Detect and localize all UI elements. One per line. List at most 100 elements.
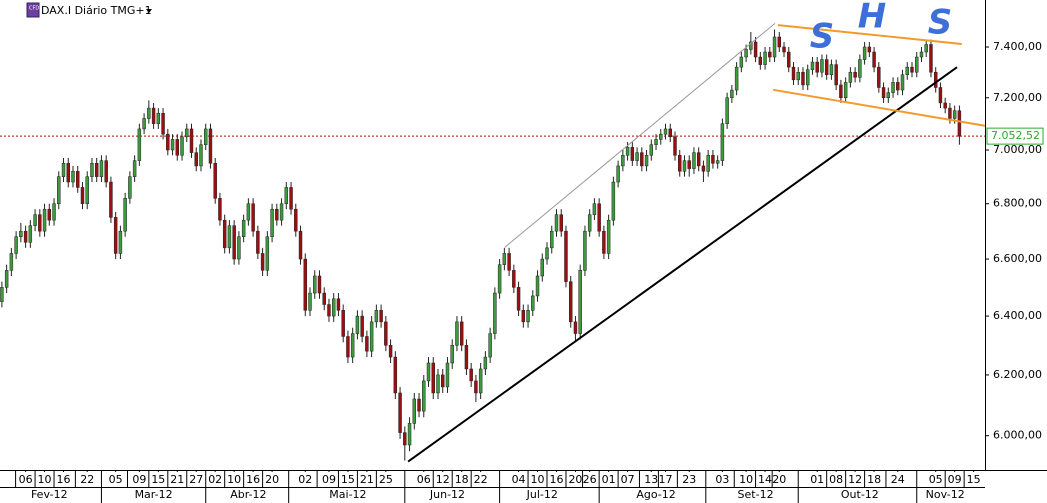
month-label: Jun-12	[429, 488, 465, 501]
candle-body	[877, 66, 881, 88]
month-label: Abr-12	[230, 488, 266, 501]
candle-body	[725, 97, 729, 124]
x-tick-label: 10	[227, 473, 241, 486]
candle-body	[388, 345, 393, 358]
candle-body	[687, 160, 691, 169]
candle-body	[919, 51, 924, 58]
candle-body	[915, 56, 919, 73]
candle-body	[365, 336, 369, 352]
month-label: Nov-12	[926, 488, 965, 501]
candle-body	[715, 160, 720, 164]
candle-body	[66, 163, 70, 183]
candle-body	[678, 155, 682, 172]
candle-body	[137, 128, 142, 161]
candle-body	[23, 230, 28, 243]
candle-body	[531, 295, 535, 311]
candle-body	[213, 163, 217, 199]
candle-body	[308, 292, 312, 311]
x-tick-label: 09	[322, 473, 336, 486]
y-tick-label: 6.800,00	[993, 197, 1042, 210]
candle-body	[621, 155, 625, 167]
candle-body	[331, 298, 336, 317]
candle-body	[185, 128, 189, 138]
candle-body	[862, 46, 867, 60]
trend-line	[504, 22, 776, 248]
pattern-annotation: H	[858, 0, 886, 37]
candle-body	[943, 102, 947, 109]
candle-body	[284, 187, 289, 204]
candle-body	[858, 59, 862, 78]
candle-body	[810, 61, 815, 70]
candle-body	[630, 147, 635, 161]
candle-body	[71, 171, 75, 183]
month-label: Fev-12	[31, 488, 68, 501]
candle-body	[227, 225, 232, 249]
candle-body	[417, 398, 421, 412]
candle-body	[298, 230, 303, 260]
candle-body	[175, 139, 180, 156]
candle-body	[317, 275, 322, 294]
candle-body	[436, 374, 440, 394]
x-tick-label: 18	[867, 473, 881, 486]
candle-body	[80, 187, 85, 204]
candle-body	[450, 345, 454, 364]
x-tick-label: 15	[967, 473, 981, 486]
candle-body	[478, 368, 483, 394]
candle-body	[327, 304, 331, 317]
candle-body	[256, 230, 260, 254]
candle-body	[516, 287, 521, 311]
candle-body	[384, 321, 388, 346]
symbol-header[interactable]: CFD DAX.I Diário TMG+1	[26, 2, 152, 18]
x-tick-label: 01	[810, 473, 824, 486]
candle-body	[820, 59, 824, 73]
dropdown-arrow	[146, 9, 152, 13]
candle-body	[730, 89, 734, 99]
candle-body	[469, 368, 473, 382]
candle-body	[739, 56, 744, 68]
candle-body	[640, 152, 644, 167]
candle-body	[459, 321, 464, 346]
candle-body	[933, 71, 938, 88]
candle-body	[564, 230, 568, 282]
last-price-label: 7.052,52	[991, 129, 1040, 142]
y-tick-label: 6.600,00	[993, 252, 1042, 265]
candle-body	[711, 155, 715, 164]
candle-body	[910, 66, 914, 73]
candle-body	[848, 71, 853, 83]
candle-body	[659, 133, 663, 140]
candle-body	[649, 144, 654, 156]
candle-body	[796, 71, 800, 81]
x-tick-label: 12	[436, 473, 450, 486]
candle-body	[952, 110, 957, 119]
candle-body	[611, 181, 616, 221]
candle-body	[900, 74, 905, 91]
candle-body	[189, 128, 194, 153]
candle-body	[696, 152, 701, 167]
candle-body	[749, 41, 753, 50]
candle-body	[237, 236, 241, 260]
candle-body	[668, 128, 672, 138]
candle-body	[512, 270, 516, 288]
candle-body	[412, 398, 417, 424]
candle-body	[76, 171, 80, 188]
candle-body	[540, 258, 544, 277]
candles	[0, 29, 962, 461]
candle-body	[151, 107, 156, 124]
x-tick-label: 05	[109, 473, 123, 486]
candle-body	[526, 310, 530, 323]
x-tick-label: 21	[170, 473, 184, 486]
candle-body	[113, 217, 118, 254]
candle-body	[431, 362, 435, 394]
x-tick-label: 12	[848, 473, 862, 486]
candle-body	[957, 110, 962, 137]
candle-body	[379, 310, 383, 323]
month-label: Mai-12	[329, 488, 366, 501]
candle-body	[853, 71, 857, 78]
x-tick-label: 15	[151, 473, 165, 486]
candle-body	[132, 160, 137, 177]
candle-body	[61, 163, 66, 177]
candle-body	[592, 203, 597, 215]
candle-body	[0, 287, 4, 302]
icon-glyph: CFD	[29, 6, 39, 12]
